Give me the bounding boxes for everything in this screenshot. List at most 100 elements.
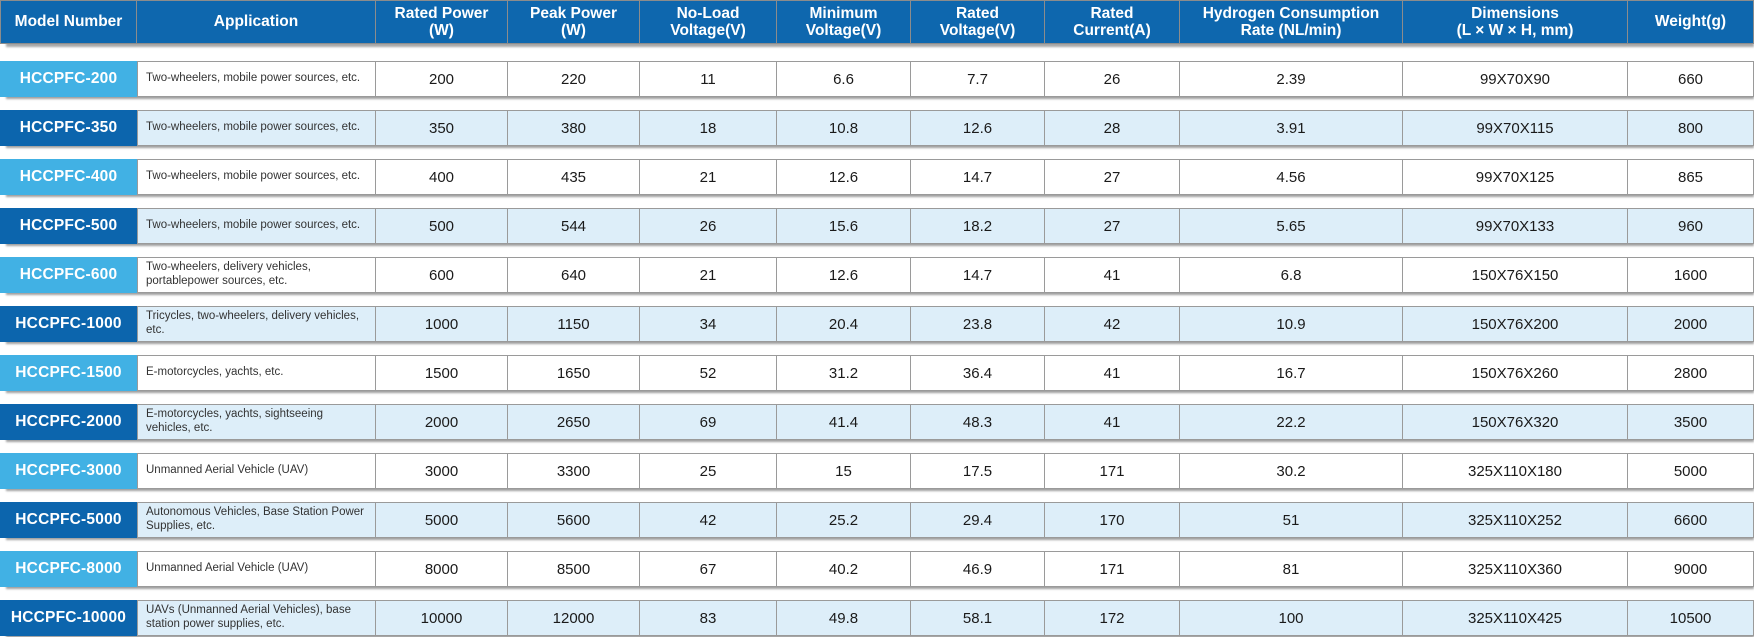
data-cell-dimensions: 325X110X425 — [1403, 600, 1628, 636]
data-cell-no-load-voltage: 21 — [640, 159, 777, 195]
data-cell-weight: 3500 — [1628, 404, 1754, 440]
data-cell-minimum-voltage: 6.6 — [777, 61, 911, 97]
data-cell-peak-power: 220 — [508, 61, 640, 97]
data-cell-rated-current: 27 — [1045, 208, 1180, 244]
application-cell: Two-wheelers, mobile power sources, etc. — [137, 159, 376, 195]
data-cell-weight: 10500 — [1628, 600, 1754, 636]
data-cell-rated-voltage: 58.1 — [911, 600, 1045, 636]
application-cell: Autonomous Vehicles, Base Station Power … — [137, 502, 376, 538]
data-cell-rated-power: 8000 — [376, 551, 508, 587]
data-cell-minimum-voltage: 41.4 — [777, 404, 911, 440]
data-cell-minimum-voltage: 25.2 — [777, 502, 911, 538]
data-cell-rated-power: 1000 — [376, 306, 508, 342]
data-cell-rated-voltage: 46.9 — [911, 551, 1045, 587]
data-cell-rated-power: 350 — [376, 110, 508, 146]
data-cell-rated-current: 42 — [1045, 306, 1180, 342]
data-cell-minimum-voltage: 15.6 — [777, 208, 911, 244]
data-cell-weight: 6600 — [1628, 502, 1754, 538]
data-cell-weight: 960 — [1628, 208, 1754, 244]
model-cell: HCCPFC-350 — [0, 110, 137, 146]
application-cell: UAVs (Unmanned Aerial Vehicles), base st… — [137, 600, 376, 636]
application-cell: Two-wheelers, delivery vehicles, portabl… — [137, 257, 376, 293]
model-cell: HCCPFC-1000 — [0, 306, 137, 342]
data-cell-minimum-voltage: 20.4 — [777, 306, 911, 342]
data-cell-rated-power: 500 — [376, 208, 508, 244]
data-cell-rated-voltage: 18.2 — [911, 208, 1045, 244]
data-cell-hydrogen-consumption-rate: 2.39 — [1180, 61, 1403, 97]
data-cell-dimensions: 325X110X360 — [1403, 551, 1628, 587]
header-cell-hydrogen-consumption-rate: Hydrogen Consumption Rate (NL/min) — [1180, 0, 1403, 44]
data-cell-rated-current: 41 — [1045, 257, 1180, 293]
data-cell-no-load-voltage: 26 — [640, 208, 777, 244]
data-cell-dimensions: 99X70X125 — [1403, 159, 1628, 195]
data-cell-peak-power: 3300 — [508, 453, 640, 489]
data-cell-no-load-voltage: 42 — [640, 502, 777, 538]
data-cell-peak-power: 544 — [508, 208, 640, 244]
data-cell-hydrogen-consumption-rate: 81 — [1180, 551, 1403, 587]
table-row: HCCPFC-5000 Autonomous Vehicles, Base Sta… — [0, 502, 1754, 538]
table-row: HCCPFC-2000 E-motorcycles, yachts, sights… — [0, 404, 1754, 440]
data-cell-dimensions: 99X70X90 — [1403, 61, 1628, 97]
data-cell-rated-voltage: 14.7 — [911, 257, 1045, 293]
model-cell: HCCPFC-500 — [0, 208, 137, 244]
model-cell: HCCPFC-1500 — [0, 355, 137, 391]
data-cell-peak-power: 435 — [508, 159, 640, 195]
model-cell: HCCPFC-5000 — [0, 502, 137, 538]
application-cell: Unmanned Aerial Vehicle (UAV) — [137, 453, 376, 489]
data-cell-rated-voltage: 29.4 — [911, 502, 1045, 538]
data-cell-no-load-voltage: 21 — [640, 257, 777, 293]
data-cell-rated-voltage: 17.5 — [911, 453, 1045, 489]
data-cell-no-load-voltage: 83 — [640, 600, 777, 636]
table-row: HCCPFC-1000 Tricycles, two-wheelers, deli… — [0, 306, 1754, 342]
data-cell-minimum-voltage: 12.6 — [777, 159, 911, 195]
data-cell-rated-current: 27 — [1045, 159, 1180, 195]
data-cell-rated-current: 170 — [1045, 502, 1180, 538]
table-body: HCCPFC-200 Two-wheelers, mobile power sou… — [0, 61, 1754, 636]
data-cell-rated-current: 28 — [1045, 110, 1180, 146]
model-cell: HCCPFC-3000 — [0, 453, 137, 489]
data-cell-hydrogen-consumption-rate: 6.8 — [1180, 257, 1403, 293]
data-cell-rated-voltage: 14.7 — [911, 159, 1045, 195]
data-cell-dimensions: 150X76X150 — [1403, 257, 1628, 293]
data-cell-rated-power: 1500 — [376, 355, 508, 391]
model-cell: HCCPFC-8000 — [0, 551, 137, 587]
data-cell-minimum-voltage: 15 — [777, 453, 911, 489]
data-cell-peak-power: 1650 — [508, 355, 640, 391]
data-cell-rated-current: 171 — [1045, 453, 1180, 489]
data-cell-dimensions: 325X110X252 — [1403, 502, 1628, 538]
table-row: HCCPFC-10000 UAVs (Unmanned Aerial Vehicl… — [0, 600, 1754, 636]
data-cell-rated-power: 400 — [376, 159, 508, 195]
data-cell-hydrogen-consumption-rate: 5.65 — [1180, 208, 1403, 244]
data-cell-minimum-voltage: 31.2 — [777, 355, 911, 391]
data-cell-weight: 9000 — [1628, 551, 1754, 587]
data-cell-rated-power: 2000 — [376, 404, 508, 440]
data-cell-hydrogen-consumption-rate: 51 — [1180, 502, 1403, 538]
table-row: HCCPFC-8000 Unmanned Aerial Vehicle (UAV)… — [0, 551, 1754, 587]
data-cell-hydrogen-consumption-rate: 30.2 — [1180, 453, 1403, 489]
data-cell-peak-power: 640 — [508, 257, 640, 293]
data-cell-no-load-voltage: 18 — [640, 110, 777, 146]
data-cell-rated-power: 3000 — [376, 453, 508, 489]
data-cell-minimum-voltage: 12.6 — [777, 257, 911, 293]
data-cell-weight: 2800 — [1628, 355, 1754, 391]
application-cell: Tricycles, two-wheelers, delivery vehicl… — [137, 306, 376, 342]
data-cell-weight: 865 — [1628, 159, 1754, 195]
data-cell-minimum-voltage: 49.8 — [777, 600, 911, 636]
data-cell-dimensions: 150X76X320 — [1403, 404, 1628, 440]
data-cell-no-load-voltage: 52 — [640, 355, 777, 391]
data-cell-rated-power: 600 — [376, 257, 508, 293]
table-row: HCCPFC-400 Two-wheelers, mobile power sou… — [0, 159, 1754, 195]
table-row: HCCPFC-500 Two-wheelers, mobile power sou… — [0, 208, 1754, 244]
data-cell-weight: 5000 — [1628, 453, 1754, 489]
header-cell-rated-current: Rated Current(A) — [1045, 0, 1180, 44]
header-cell-minimum-voltage: Minimum Voltage(V) — [777, 0, 911, 44]
data-cell-rated-current: 41 — [1045, 404, 1180, 440]
application-cell: Two-wheelers, mobile power sources, etc. — [137, 61, 376, 97]
data-cell-peak-power: 8500 — [508, 551, 640, 587]
data-cell-hydrogen-consumption-rate: 10.9 — [1180, 306, 1403, 342]
header-cell-rated-voltage: Rated Voltage(V) — [911, 0, 1045, 44]
header-cell-rated-power: Rated Power (W) — [376, 0, 508, 44]
data-cell-hydrogen-consumption-rate: 16.7 — [1180, 355, 1403, 391]
data-cell-hydrogen-consumption-rate: 22.2 — [1180, 404, 1403, 440]
